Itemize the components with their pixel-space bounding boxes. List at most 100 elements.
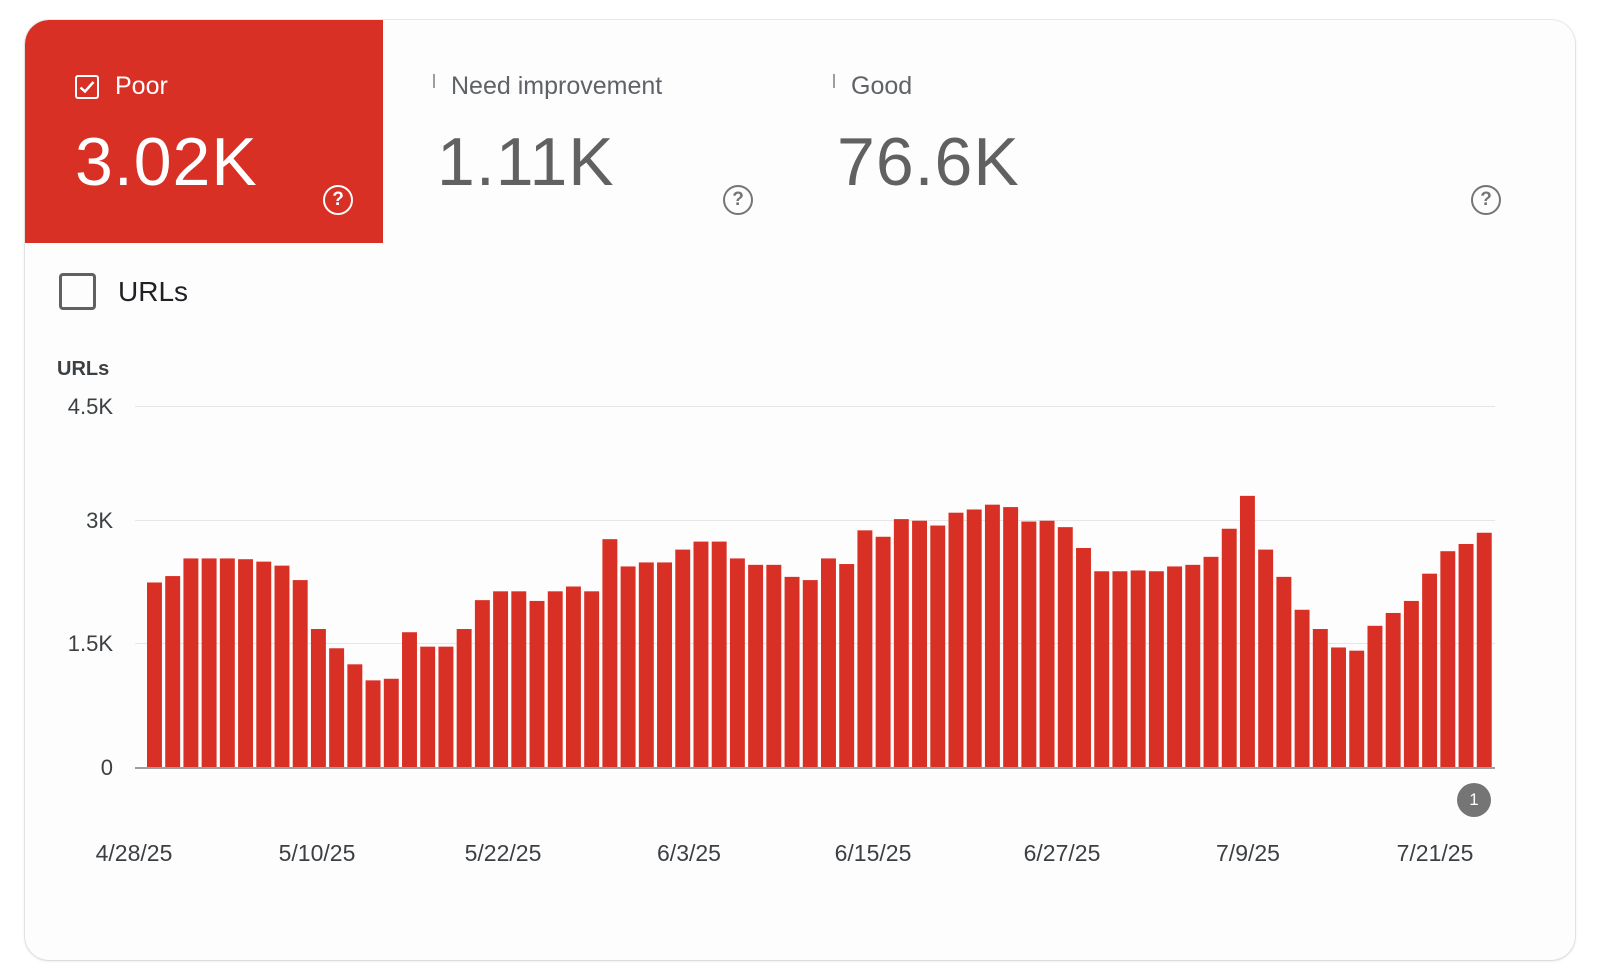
bar[interactable] [857,530,873,767]
tile-need-improvement-value: 1.11K [437,124,615,200]
bar[interactable] [1203,556,1219,767]
x-tick-label: 7/21/25 [1396,840,1474,866]
tile-poor-header: Poor [75,72,168,101]
bar[interactable] [1385,612,1401,767]
bar[interactable] [1403,600,1419,767]
bar[interactable] [1094,571,1110,767]
bar[interactable] [966,509,982,767]
bar[interactable] [930,525,946,767]
bar[interactable] [383,678,399,767]
series-marker-icon [433,73,435,88]
bar[interactable] [310,629,326,767]
bar[interactable] [584,591,600,767]
bar[interactable] [1076,547,1091,767]
bar[interactable] [638,562,654,767]
bar[interactable] [183,558,199,767]
help-icon[interactable]: ? [1471,185,1501,215]
bar[interactable] [948,512,964,767]
bar[interactable] [675,549,691,767]
bar[interactable] [1148,571,1164,767]
bar[interactable] [1167,566,1183,767]
bar[interactable] [693,541,709,767]
bar[interactable] [657,562,672,767]
bar[interactable] [729,558,745,767]
annotation-marker[interactable]: 1 [1457,783,1491,817]
bar[interactable] [219,558,235,767]
y-tick-label: 3K [86,508,113,533]
bar[interactable] [620,566,636,767]
x-tick-label: 6/27/25 [1023,840,1101,866]
bar[interactable] [1476,532,1492,767]
checkbox-unchecked-icon[interactable] [59,273,96,310]
bar[interactable] [565,586,581,768]
bar[interactable] [839,564,855,767]
tile-need-improvement-label: Need improvement [451,72,663,100]
bar[interactable] [893,519,909,767]
bar[interactable] [766,564,782,767]
help-icon[interactable]: ? [723,185,753,215]
urls-toggle-label: URLs [118,275,189,307]
bar[interactable] [1057,527,1073,767]
bar[interactable] [1440,551,1456,767]
bar[interactable] [1294,609,1310,767]
tile-good[interactable]: Good 76.6K ? [783,20,1575,243]
tile-poor[interactable]: Poor 3.02K ? [25,20,383,243]
tile-need-improvement-header: Need improvement [433,72,662,101]
bar[interactable] [1039,520,1055,767]
bar[interactable] [201,558,217,767]
bar[interactable] [365,680,381,767]
bar[interactable] [711,541,727,767]
checkbox-checked-icon[interactable] [75,74,99,99]
y-tick-label: 0 [100,755,113,780]
bar[interactable] [1349,650,1365,767]
bar[interactable] [274,565,290,767]
bar[interactable] [165,576,181,767]
bar[interactable] [420,646,436,767]
bar[interactable] [1130,570,1146,767]
bar[interactable] [147,582,162,767]
bar[interactable] [1276,576,1292,767]
y-tick-label: 1.5K [67,631,113,656]
bar[interactable] [1003,507,1019,767]
bar[interactable] [748,564,764,767]
tile-good-label: Good [851,72,913,100]
bar[interactable] [256,561,272,767]
bar[interactable] [329,648,345,767]
help-icon[interactable]: ? [323,185,353,215]
bar[interactable] [474,600,490,767]
bar[interactable] [529,600,545,767]
bar[interactable] [1021,521,1037,767]
bar[interactable] [511,591,527,767]
bar[interactable] [912,520,928,767]
bar[interactable] [802,580,818,767]
bar[interactable] [875,536,891,767]
bar[interactable] [602,539,618,767]
urls-toggle[interactable]: URLs [59,273,188,310]
bar[interactable] [984,504,1000,767]
bar[interactable] [821,558,836,767]
tile-good-value: 76.6K [837,124,1020,200]
tile-poor-label: Poor [115,72,168,100]
bar[interactable] [438,646,454,767]
bar[interactable] [1422,573,1438,767]
bar[interactable] [238,559,254,767]
bar[interactable] [1221,528,1237,767]
bar[interactable] [784,576,800,767]
bar[interactable] [347,664,363,767]
bar[interactable] [1458,543,1474,767]
bar[interactable] [456,629,472,767]
bar[interactable] [1367,625,1383,767]
bar[interactable] [1258,549,1274,767]
bar[interactable] [1112,571,1128,767]
bar[interactable] [402,632,417,767]
bar[interactable] [547,591,563,767]
bar[interactable] [1331,647,1346,767]
tile-good-header: Good [833,72,912,101]
bar[interactable] [1239,495,1255,767]
y-axis-title: URLs [57,358,110,380]
bar[interactable] [493,591,509,767]
bar[interactable] [292,580,308,767]
bar[interactable] [1185,564,1201,767]
tile-need-improvement[interactable]: Need improvement 1.11K ? [383,20,783,243]
bar[interactable] [1312,629,1328,767]
